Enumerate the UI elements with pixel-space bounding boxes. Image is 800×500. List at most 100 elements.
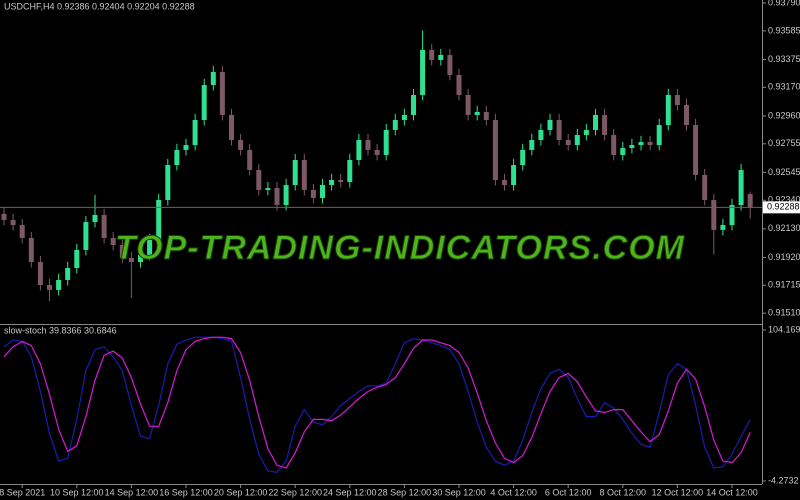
candle-body <box>638 142 644 146</box>
candle-body <box>593 114 598 130</box>
candle-body <box>74 249 80 269</box>
x-tick-label: 12 Oct 12:00 <box>652 487 704 497</box>
y-tick-label: 0.93170 <box>768 82 800 92</box>
candle-body <box>411 94 416 115</box>
candle-body <box>219 71 225 115</box>
candle-body <box>492 120 498 181</box>
candle-body <box>47 285 52 290</box>
y-tick-label: 0.92960 <box>768 110 800 120</box>
x-tick-label: 22 Sep 12:00 <box>268 487 322 497</box>
x-tick-label: 20 Sep 12:00 <box>214 487 268 497</box>
candle-body <box>656 125 662 146</box>
y-tick-label: 0.92755 <box>768 138 800 148</box>
candle-body <box>474 111 480 115</box>
candle-body <box>556 120 562 141</box>
candle-body <box>347 160 353 183</box>
x-tick-label: 8 Sep 2021 <box>0 487 45 497</box>
x-tick-label: 4 Oct 12:00 <box>490 487 537 497</box>
candle-body <box>511 165 517 186</box>
candle-body <box>283 185 289 206</box>
candle-body <box>565 140 571 146</box>
candle-body <box>738 169 744 206</box>
candle-body <box>729 205 735 226</box>
candle-body <box>174 149 180 166</box>
indicator-line <box>3 336 751 469</box>
candle-body <box>138 254 143 263</box>
x-tick-label: 30 Sep 12:00 <box>432 487 486 497</box>
indicator-title: slow-stoch 39.8366 30.6846 <box>4 325 117 335</box>
y-tick-label: 0.91920 <box>768 252 800 262</box>
candle-body <box>256 169 262 190</box>
candle-body <box>711 200 717 230</box>
candle-body <box>292 160 298 186</box>
candle-body <box>420 49 426 95</box>
candle-body <box>374 149 380 155</box>
candle-body <box>529 140 535 150</box>
candle-body <box>674 94 680 106</box>
candle-body <box>83 222 89 250</box>
candle-body <box>438 54 444 61</box>
candle-body <box>19 225 25 238</box>
candle-body <box>156 200 162 241</box>
candle-body <box>465 94 471 115</box>
y-tick-label: 104.1694 <box>768 324 800 334</box>
candle-body <box>56 280 62 290</box>
candle-body <box>192 120 198 146</box>
x-tick-label: 8 Oct 12:00 <box>600 487 647 497</box>
candle-body <box>365 140 371 150</box>
y-tick-label: 0.92130 <box>768 223 800 233</box>
price-label-box <box>763 201 800 214</box>
candle-body <box>629 145 635 149</box>
candle-body <box>28 237 34 263</box>
y-tick-label: -4.2732 <box>768 475 799 485</box>
y-tick-label: 0.92545 <box>768 167 800 177</box>
candle-body <box>119 245 125 258</box>
candle-body <box>301 160 307 190</box>
candle-body <box>210 71 216 86</box>
candle-body <box>229 114 234 141</box>
candle-body <box>429 49 435 61</box>
candle-body <box>238 140 244 150</box>
candle-body <box>620 148 626 155</box>
candle-body <box>665 94 671 126</box>
candle-body <box>483 111 489 121</box>
candle-body <box>602 114 608 135</box>
candle-body <box>101 214 107 238</box>
candle-body <box>320 185 325 198</box>
main-title: USDCHF,H4 0.92386 0.92404 0.92204 0.9228… <box>4 1 195 11</box>
candle-body <box>574 134 580 146</box>
candle-body <box>92 214 98 223</box>
candle-body <box>37 262 43 286</box>
candle-body <box>383 129 389 155</box>
candle-body <box>720 225 726 230</box>
candle-body <box>520 149 526 166</box>
candle-body <box>338 180 344 183</box>
price-label: 0.92288 <box>767 202 800 212</box>
candle-body <box>502 180 507 186</box>
candle-body <box>147 240 153 255</box>
x-tick-label: 28 Sep 12:00 <box>378 487 432 497</box>
x-tick-label: 24 Sep 12:00 <box>323 487 377 497</box>
candle-body <box>128 257 134 263</box>
y-tick-label: 0.91715 <box>768 280 800 290</box>
x-tick-label: 16 Sep 12:00 <box>159 487 213 497</box>
candle-body <box>611 134 617 155</box>
watermark: TOP-TRADING-INDICATORS.COM <box>115 229 685 267</box>
candle-body <box>693 125 699 175</box>
candle-body <box>538 129 544 141</box>
x-tick-label: 10 Sep 12:00 <box>50 487 104 497</box>
candle-body <box>265 188 271 190</box>
candle-body <box>65 268 71 281</box>
candle-body <box>747 194 753 208</box>
candle-body <box>329 180 335 186</box>
candle-body <box>183 145 189 150</box>
candle-body <box>547 120 553 130</box>
candle-body <box>401 114 407 121</box>
indicator-line <box>3 336 751 473</box>
x-tick-label: 14 Sep 12:00 <box>105 487 159 497</box>
candle-body <box>110 237 116 246</box>
candle-body <box>456 74 462 95</box>
candle-body <box>583 129 589 135</box>
